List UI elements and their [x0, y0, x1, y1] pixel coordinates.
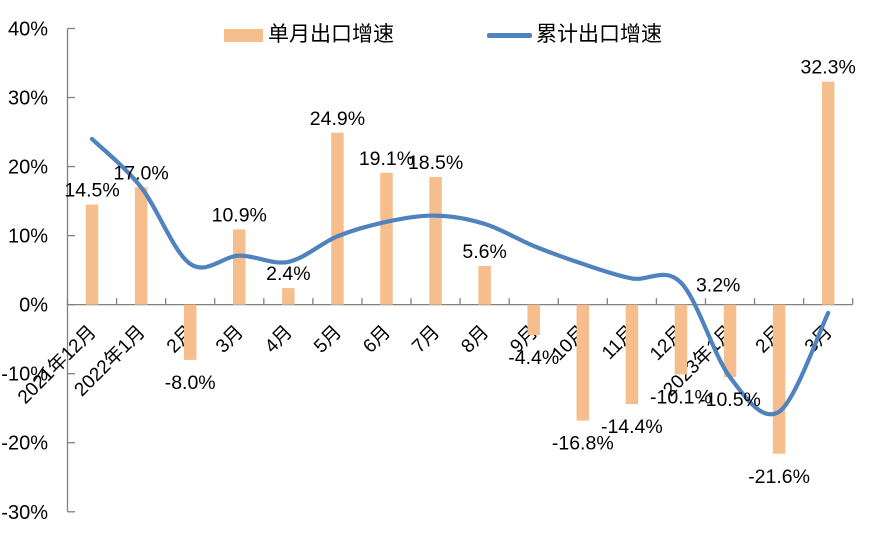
x-axis-tick-label: 7月	[408, 322, 444, 358]
bar-2023年1月	[723, 304, 737, 378]
x-axis-tick-label: 3月	[212, 322, 248, 358]
y-axis-label: 30%	[8, 88, 48, 110]
bar-data-label: 10.9%	[212, 204, 267, 226]
bar-10月	[576, 304, 590, 421]
y-axis-label: 10%	[8, 226, 48, 248]
x-axis-tick-label: 8月	[457, 322, 493, 358]
bar-data-label: -10.1%	[650, 386, 712, 408]
bar-data-label: -14.4%	[601, 416, 663, 438]
bar-2021年12月	[85, 204, 99, 305]
bar-2月	[772, 304, 786, 454]
bar-11月	[625, 304, 639, 405]
bar-12月	[674, 304, 688, 375]
bar-7月	[429, 176, 442, 305]
bar-data-label: 19.1%	[359, 148, 414, 170]
y-axis-label: -30%	[1, 502, 48, 524]
x-axis-tick-label: 4月	[261, 322, 297, 358]
bar-6月	[380, 172, 393, 305]
bar-5月	[331, 132, 344, 305]
x-axis-tick-label: 6月	[359, 322, 395, 358]
bar-data-label: -10.5%	[699, 389, 761, 411]
bar-data-label: -4.4%	[508, 347, 559, 369]
y-axis-label: -20%	[1, 433, 48, 455]
bar-3月	[821, 81, 835, 305]
bar-data-label: -8.0%	[165, 372, 216, 394]
bar-8月	[478, 265, 491, 305]
bar-data-label: 32.3%	[801, 57, 856, 79]
bar-data-label: 24.9%	[310, 108, 365, 130]
line-data-label: 3.2%	[696, 275, 740, 297]
bar-3月	[233, 229, 246, 305]
bar-data-label: -21.6%	[748, 466, 810, 488]
y-axis-label: 40%	[8, 19, 48, 41]
bar-2022年1月	[134, 187, 148, 305]
bar-9月	[527, 304, 540, 336]
bar-data-label: 17.0%	[113, 162, 168, 184]
y-axis-label: 0%	[19, 295, 48, 317]
bar-data-label: -16.8%	[552, 433, 614, 455]
x-axis-tick-label: 5月	[310, 322, 346, 358]
bar-2月	[183, 304, 197, 360]
y-axis-label: -10%	[1, 364, 48, 386]
y-axis-label: 20%	[8, 157, 48, 179]
cumulative-growth-line	[89, 136, 831, 417]
bar-4月	[282, 288, 295, 305]
bar-data-label: 2.4%	[266, 263, 310, 285]
bar-data-label: 14.5%	[64, 180, 119, 202]
bar-data-label: 18.5%	[408, 152, 463, 174]
bar-data-label: 5.6%	[462, 241, 506, 263]
